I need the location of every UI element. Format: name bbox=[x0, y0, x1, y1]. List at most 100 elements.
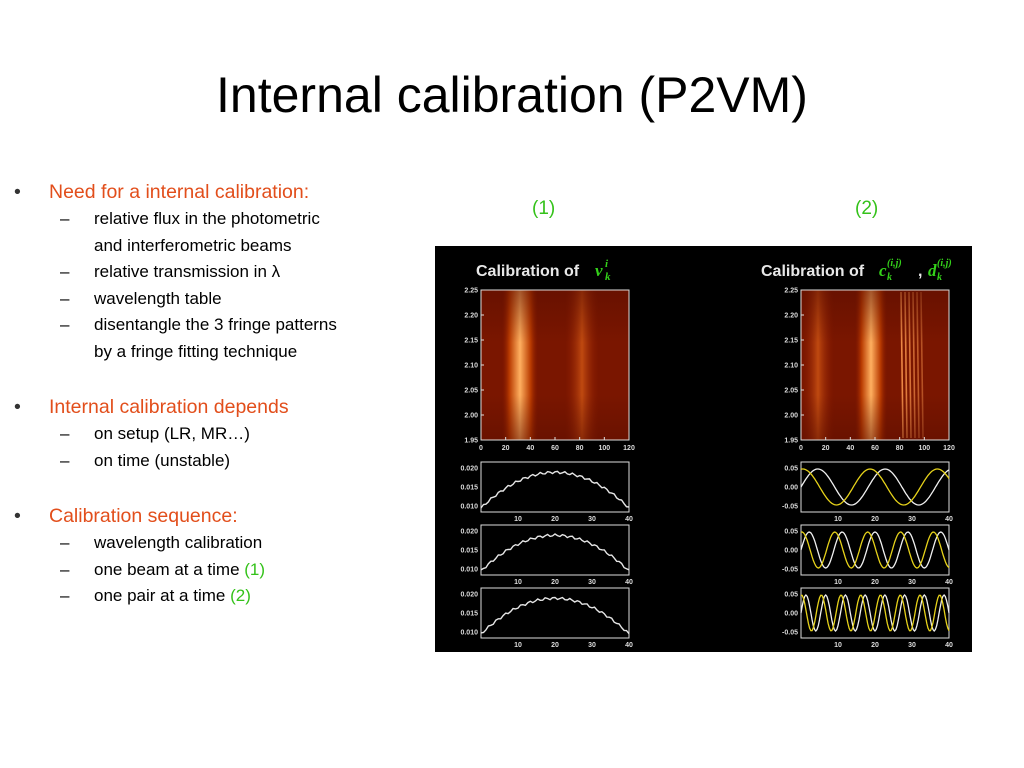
image-x-tick-label: 100 bbox=[598, 445, 610, 452]
sub-bullet-line: and interferometric beams bbox=[94, 235, 292, 255]
right-line-y-tick-label: 0.00 bbox=[784, 548, 798, 555]
right-line-y-tick-label: 0.00 bbox=[784, 611, 798, 618]
image-y-tick-label: 2.15 bbox=[464, 338, 478, 345]
sub-bullet-item: – wavelength calibration bbox=[12, 530, 412, 557]
sub-bullet-item: – on setup (LR, MR…) bbox=[12, 421, 412, 448]
left-line-panel bbox=[480, 524, 630, 576]
left-title-sup: i bbox=[605, 258, 609, 270]
sub-bullet-dash: – bbox=[60, 262, 70, 281]
right-sine-curve-white bbox=[800, 594, 950, 632]
bullet-gap bbox=[12, 474, 412, 502]
right-title-sup-d: (i,j) bbox=[937, 258, 952, 269]
image-y-tick-label: 2.25 bbox=[464, 288, 478, 295]
left-line-y-tick-label: 0.015 bbox=[460, 485, 478, 492]
image-x-tick-label: 40 bbox=[846, 445, 854, 452]
sub-bullet-text: one pair at a time bbox=[94, 586, 226, 605]
bullet-text: Need for a internal calibration: bbox=[49, 181, 310, 203]
left-title-symbol: v bbox=[595, 261, 603, 280]
sub-bullet-dash: – bbox=[60, 586, 70, 605]
right-line-panel bbox=[800, 461, 950, 513]
right-sine-curve-yellow bbox=[800, 468, 950, 506]
sub-bullet-line: by a fringe fitting technique bbox=[94, 341, 298, 361]
left-line-x-tick-label: 10 bbox=[514, 516, 522, 523]
bullet-text: Internal calibration depends bbox=[49, 396, 289, 418]
image-x-tick-label: 60 bbox=[551, 445, 559, 452]
sub-bullet-line: on time (unstable) bbox=[94, 450, 231, 470]
image-x-tick-label: 40 bbox=[526, 445, 534, 452]
right-line-y-tick-label: 0.05 bbox=[784, 466, 798, 473]
left-line-y-tick-label: 0.015 bbox=[460, 611, 478, 618]
right-title-sub-d: k bbox=[937, 272, 942, 283]
bullet-dot: • bbox=[14, 505, 21, 527]
left-line-panel bbox=[480, 461, 630, 513]
right-line-x-tick-label: 30 bbox=[908, 516, 916, 523]
image-y-tick-label: 2.20 bbox=[784, 313, 798, 320]
image-x-tick-label: 20 bbox=[502, 445, 510, 452]
sub-bullet-item: – one beam at a time (1) bbox=[12, 557, 412, 584]
right-sine-curve-white bbox=[800, 468, 950, 506]
image-x-tick-label: 120 bbox=[623, 445, 635, 452]
image-y-tick-label: 2.15 bbox=[784, 338, 798, 345]
left-line-y-tick-label: 0.015 bbox=[460, 548, 478, 555]
right-line-x-tick-label: 30 bbox=[908, 579, 916, 586]
right-line-x-tick-label: 40 bbox=[945, 642, 953, 649]
left-line-y-tick-label: 0.010 bbox=[460, 504, 478, 511]
left-title-sub: k bbox=[605, 271, 611, 283]
bullet-list: • Need for a internal calibration: – relati… bbox=[12, 178, 412, 610]
sub-bullet-dash: – bbox=[60, 559, 70, 579]
bullet-dot: • bbox=[14, 181, 21, 203]
right-line-y-tick-label: 0.05 bbox=[784, 529, 798, 536]
bullet-gap bbox=[12, 365, 412, 393]
left-line-y-tick-label: 0.020 bbox=[460, 592, 478, 599]
left-line-x-tick-label: 40 bbox=[625, 516, 633, 523]
image-x-tick-label: 0 bbox=[799, 445, 803, 452]
sub-bullet-item: – relative transmission in λ bbox=[12, 259, 412, 286]
right-plot-title: Calibration of bbox=[761, 263, 865, 280]
left-fringe-image bbox=[480, 289, 630, 441]
right-title-symbol-d: d bbox=[928, 261, 937, 280]
right-line-x-tick-label: 20 bbox=[871, 579, 879, 586]
right-line-x-tick-label: 20 bbox=[871, 516, 879, 523]
slide-title: Internal calibration (P2VM) bbox=[216, 67, 808, 123]
image-x-tick-label: 20 bbox=[822, 445, 830, 452]
right-title-sub-c: k bbox=[887, 272, 892, 283]
left-line-x-tick-label: 10 bbox=[514, 579, 522, 586]
image-y-tick-label: 2.00 bbox=[464, 413, 478, 420]
left-line-y-tick-label: 0.020 bbox=[460, 529, 478, 536]
left-plot-title: Calibration of bbox=[476, 263, 580, 280]
figure-label-two: (2) bbox=[855, 198, 879, 219]
sub-bullet-item: – wavelength table bbox=[12, 286, 412, 313]
left-line-x-tick-label: 30 bbox=[588, 579, 596, 586]
image-x-tick-label: 100 bbox=[918, 445, 930, 452]
sub-bullet-dash: – bbox=[60, 209, 70, 228]
sub-bullet-tag: (2) bbox=[230, 586, 251, 605]
right-line-x-tick-label: 10 bbox=[834, 579, 842, 586]
sub-bullet-item: – relative flux in the photometric and int… bbox=[12, 206, 412, 259]
right-line-y-tick-label: -0.05 bbox=[782, 504, 798, 511]
bullet-text: Calibration sequence: bbox=[49, 505, 238, 527]
bullet-dot: • bbox=[14, 396, 21, 418]
image-y-tick-label: 1.95 bbox=[464, 438, 478, 445]
figure-label-one: (1) bbox=[532, 198, 556, 219]
sub-bullet-dash: – bbox=[60, 450, 70, 470]
left-line-y-tick-label: 0.010 bbox=[460, 630, 478, 637]
sub-bullet-dash: – bbox=[60, 533, 70, 552]
sub-bullet-item: – on time (unstable) bbox=[12, 448, 412, 475]
image-y-tick-label: 1.95 bbox=[784, 438, 798, 445]
sub-bullet-line: relative flux in the photometric bbox=[94, 209, 320, 228]
right-line-y-tick-label: -0.05 bbox=[782, 567, 798, 574]
image-x-tick-label: 60 bbox=[871, 445, 879, 452]
sub-bullet-text: one beam at a time bbox=[94, 559, 240, 579]
sub-bullet-item: – one pair at a time (2) bbox=[12, 583, 412, 610]
right-line-x-tick-label: 30 bbox=[908, 642, 916, 649]
right-line-y-tick-label: -0.05 bbox=[782, 630, 798, 637]
image-x-tick-label: 120 bbox=[943, 445, 955, 452]
right-line-y-tick-label: 0.05 bbox=[784, 592, 798, 599]
sub-bullet-dash: – bbox=[60, 315, 70, 334]
right-sine-curve-white bbox=[800, 531, 950, 569]
image-y-tick-label: 2.05 bbox=[784, 388, 798, 395]
left-envelope-curve bbox=[480, 470, 630, 509]
image-y-tick-label: 2.05 bbox=[464, 388, 478, 395]
image-y-tick-label: 2.20 bbox=[464, 313, 478, 320]
image-y-tick-label: 2.10 bbox=[784, 363, 798, 370]
